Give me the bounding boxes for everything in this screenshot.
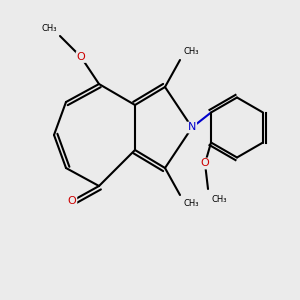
Text: N: N bbox=[188, 122, 196, 133]
Text: CH₃: CH₃ bbox=[41, 24, 57, 33]
Text: CH₃: CH₃ bbox=[211, 195, 226, 204]
Text: O: O bbox=[68, 196, 76, 206]
Text: CH₃: CH₃ bbox=[183, 46, 199, 56]
Text: CH₃: CH₃ bbox=[183, 200, 199, 208]
Text: O: O bbox=[76, 52, 85, 62]
Text: O: O bbox=[201, 158, 209, 169]
